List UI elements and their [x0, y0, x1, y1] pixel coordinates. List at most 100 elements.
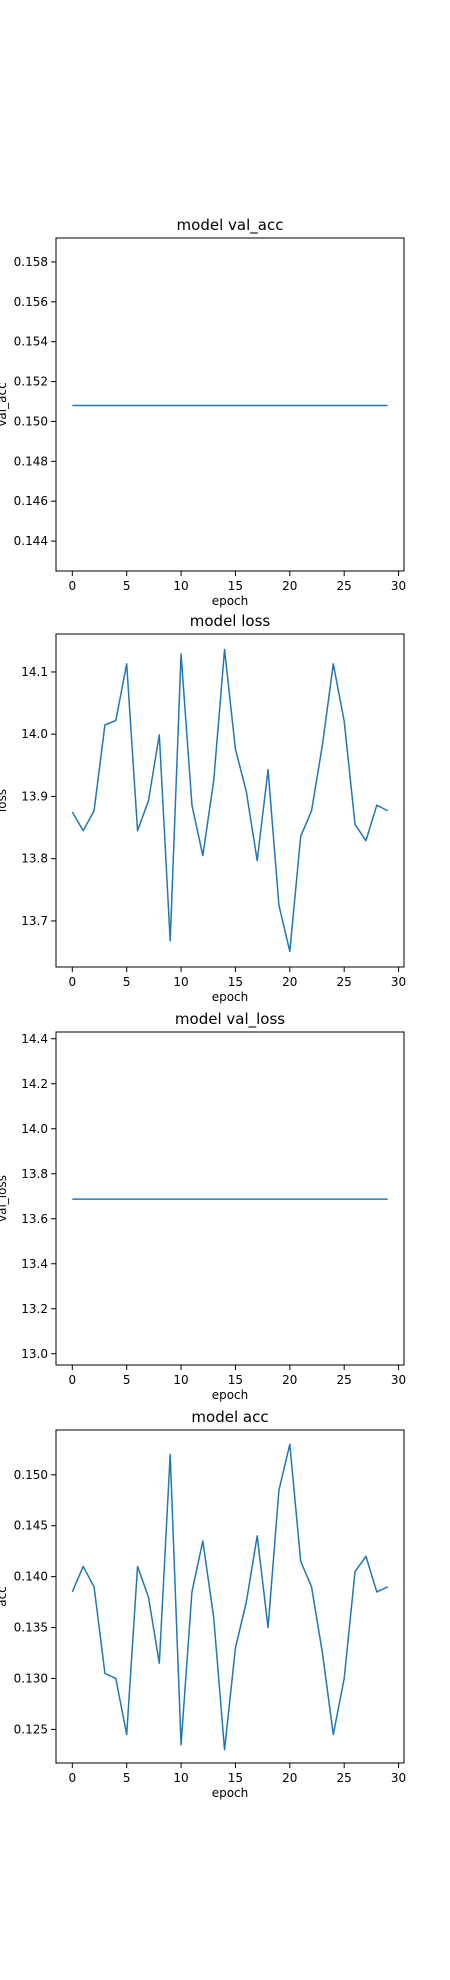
chart-1-ytick-label: 0.158	[14, 255, 48, 269]
chart-1-xlabel: epoch	[212, 594, 249, 608]
chart-2-point	[278, 904, 280, 906]
chart-4-point	[191, 1591, 193, 1593]
chart-2-point	[223, 648, 225, 650]
chart-3-xtick-label: 30	[391, 1373, 406, 1387]
chart-3-point	[343, 1198, 345, 1200]
chart-4-xtick-label: 0	[68, 1771, 76, 1785]
chart-1-point	[354, 404, 356, 406]
chart-3-point	[376, 1198, 378, 1200]
chart-3-point	[202, 1198, 204, 1200]
chart-3-point	[82, 1198, 84, 1200]
chart-1-xtick-label: 25	[337, 579, 352, 593]
chart-4-ytick-label: 0.135	[14, 1621, 48, 1635]
chart-1-point	[256, 404, 258, 406]
chart-3-point	[180, 1198, 182, 1200]
chart-3-ylabel: val_loss	[0, 1175, 9, 1222]
chart-1-point	[299, 404, 301, 406]
chart-2-point	[136, 829, 138, 831]
chart-4-point	[223, 1749, 225, 1751]
chart-1-point	[136, 404, 138, 406]
chart-2-series-line	[71, 648, 389, 953]
chart-1-ytick-label: 0.148	[14, 454, 48, 468]
chart-3-ytick-label: 14.0	[21, 1122, 48, 1136]
chart-4-point	[93, 1586, 95, 1588]
chart-1-xtick-label: 10	[173, 579, 188, 593]
chart-4-point	[386, 1586, 388, 1588]
chart-4-point	[376, 1591, 378, 1593]
chart-1-point	[147, 404, 149, 406]
chart-4-point	[354, 1570, 356, 1572]
chart-1-point	[93, 404, 95, 406]
chart-2-point	[245, 790, 247, 792]
chart-2-xtick-label: 15	[228, 975, 243, 989]
chart-4-series-line	[71, 1443, 389, 1751]
chart-1-point	[245, 404, 247, 406]
chart-2-ylabel: loss	[0, 789, 9, 812]
chart-1-point	[343, 404, 345, 406]
chart-2-title: model loss	[190, 612, 271, 630]
chart-4-ylabel: acc	[0, 1586, 9, 1607]
chart-1-ytick-label: 0.156	[14, 295, 48, 309]
chart-4-point	[71, 1591, 73, 1593]
chart-4-point	[136, 1565, 138, 1567]
chart-2-point	[93, 810, 95, 812]
chart-4-xtick-label: 30	[391, 1771, 406, 1785]
chart-2-point	[332, 663, 334, 665]
chart-4-point	[180, 1743, 182, 1745]
chart-4-point	[169, 1453, 171, 1455]
chart-2-point	[299, 835, 301, 837]
chart-3-point	[310, 1198, 312, 1200]
chart-1-point	[104, 404, 106, 406]
chart-1-point	[180, 404, 182, 406]
chart-1-point	[158, 404, 160, 406]
chart-1-point	[321, 404, 323, 406]
chart-1-point	[82, 404, 84, 406]
chart-2-point	[234, 748, 236, 750]
chart-3-point	[147, 1198, 149, 1200]
chart-3-point	[125, 1198, 127, 1200]
chart-4-point	[365, 1555, 367, 1557]
chart-2-ytick-label: 14.1	[21, 665, 48, 679]
chart-3-xlabel: epoch	[212, 1388, 249, 1402]
chart-4-ytick-label: 0.140	[14, 1570, 48, 1584]
chart-1-point	[169, 404, 171, 406]
chart-3-point	[321, 1198, 323, 1200]
chart-3-xtick-label: 15	[228, 1373, 243, 1387]
chart-4-point	[234, 1647, 236, 1649]
chart-1-point	[125, 404, 127, 406]
chart-1-point	[332, 404, 334, 406]
chart-3-point	[115, 1198, 117, 1200]
chart-3-point	[256, 1198, 258, 1200]
chart-3-ytick-label: 13.0	[21, 1347, 48, 1361]
chart-4-xtick-label: 10	[173, 1771, 188, 1785]
chart-1-point	[376, 404, 378, 406]
chart-1-title: model val_acc	[177, 216, 284, 235]
chart-1-point	[267, 404, 269, 406]
chart-4-point	[125, 1733, 127, 1735]
chart-3-point	[191, 1198, 193, 1200]
chart-2-point	[180, 653, 182, 655]
chart-3-ytick-label: 14.2	[21, 1077, 48, 1091]
chart-3-point	[386, 1198, 388, 1200]
chart-2-point	[169, 940, 171, 942]
chart-2-point	[289, 950, 291, 952]
chart-3-point	[245, 1198, 247, 1200]
chart-1-point	[223, 404, 225, 406]
chart-4-axes-frame	[55, 1429, 405, 1764]
chart-3-point	[365, 1198, 367, 1200]
chart-4-point	[202, 1540, 204, 1542]
chart-2-ytick-label: 13.9	[21, 789, 48, 803]
chart-2-xtick-label: 5	[123, 975, 131, 989]
chart-3-point	[169, 1198, 171, 1200]
chart-4-point	[158, 1662, 160, 1664]
chart-1-ytick-label: 0.150	[14, 414, 48, 428]
chart-1-xtick-label: 30	[391, 579, 406, 593]
chart-4-ytick-label: 0.145	[14, 1519, 48, 1533]
chart-2-point	[310, 810, 312, 812]
chart-2-axes-frame	[55, 633, 405, 968]
chart-3-ytick-label: 13.6	[21, 1212, 48, 1226]
chart-4-point	[332, 1733, 334, 1735]
chart-2-point	[147, 800, 149, 802]
chart-3-xtick-label: 25	[337, 1373, 352, 1387]
